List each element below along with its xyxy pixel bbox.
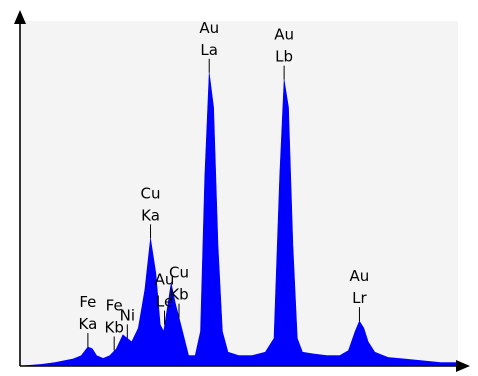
- x-axis-arrow: [456, 360, 470, 372]
- peak-label-line2: Kb: [169, 286, 188, 304]
- peak-label-line1: Au: [155, 271, 175, 289]
- peak-label-line2: Le: [156, 293, 173, 311]
- peak-label-line1: Au: [274, 26, 294, 44]
- plot-background: [20, 21, 458, 366]
- peak-label-line1: Au: [350, 267, 370, 285]
- peak-label-line2: Ka: [79, 315, 98, 333]
- peak-label-line2: Lb: [275, 48, 293, 66]
- peak-label-line1: Cu: [141, 184, 161, 202]
- peak-label-line1: Fe: [79, 293, 96, 311]
- peak-label-line2: Kb: [104, 318, 123, 336]
- peak-label-line1: Au: [199, 19, 219, 37]
- y-axis-arrow: [14, 10, 26, 24]
- peak-label-line1: Cu: [169, 264, 189, 282]
- peak-label-line2: Ka: [141, 206, 160, 224]
- peak-label-line2: La: [200, 41, 218, 59]
- peak-label-line2: Ni: [120, 306, 135, 324]
- peak-label-line1: Fe: [106, 296, 123, 314]
- peak-label-line2: Lr: [352, 289, 367, 307]
- spectrum-area: [19, 72, 459, 367]
